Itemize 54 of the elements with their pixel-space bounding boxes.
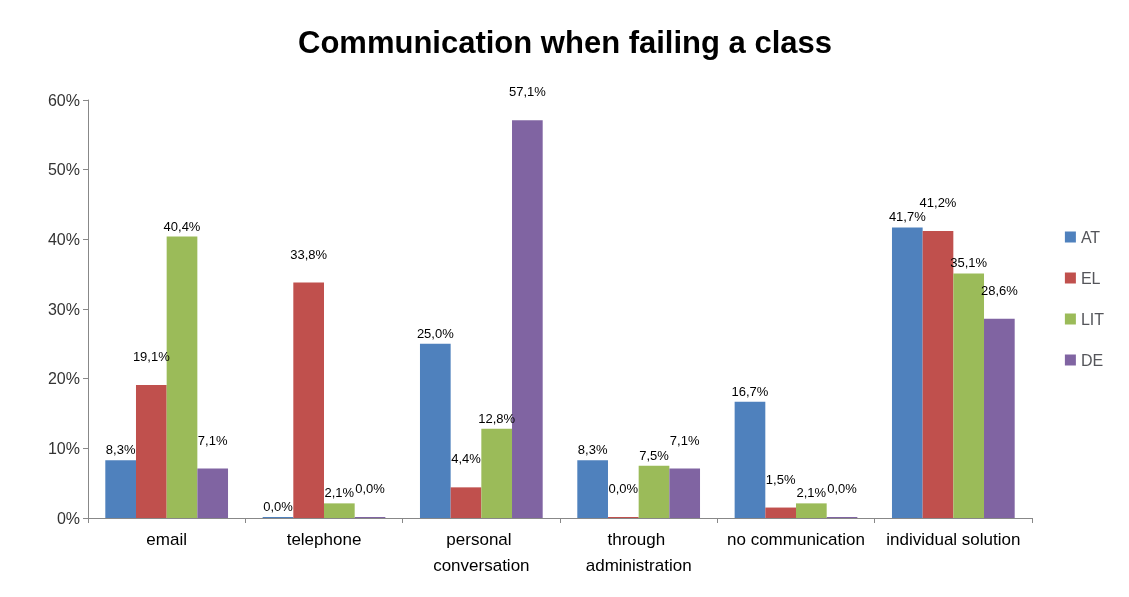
y-tick-label: 20% (47, 370, 80, 388)
data-label: 57,1% (508, 84, 547, 100)
data-label: 4,4% (451, 451, 482, 467)
bar (669, 468, 701, 518)
data-label: 0,0% (263, 499, 294, 514)
data-label: 33,8% (290, 246, 328, 262)
data-label: 7,1% (197, 432, 228, 448)
bar (796, 503, 827, 518)
data-label: 41,2% (919, 194, 957, 210)
bar (324, 503, 355, 518)
y-tick-label: 40% (47, 230, 80, 248)
y-tick-label: 10% (47, 439, 80, 457)
data-label: 2,1% (796, 485, 827, 501)
bar (638, 465, 670, 518)
bar (734, 401, 766, 518)
bar (450, 487, 482, 518)
bar (481, 428, 513, 518)
legend-label: DE (1080, 351, 1104, 369)
data-label: 41,7% (888, 209, 927, 225)
x-tick-label: telephone (286, 529, 362, 549)
bar (419, 343, 451, 518)
y-tick-label: 50% (47, 161, 80, 179)
data-label: 0,0% (827, 481, 858, 496)
x-tick-label: personal conversation (433, 529, 530, 575)
y-tick-label: 30% (47, 300, 80, 318)
bar (984, 318, 1015, 518)
bar (765, 507, 796, 518)
bar (197, 468, 229, 518)
data-label: 0,0% (608, 481, 639, 496)
data-label: 2,1% (324, 485, 355, 501)
data-label: 1,5% (765, 471, 796, 487)
data-label: 7,1% (669, 432, 700, 448)
data-label: 8,3% (105, 442, 136, 458)
data-label: 16,7% (731, 383, 769, 399)
bar (105, 460, 136, 518)
data-label: 7,5% (639, 447, 670, 463)
x-tick-label: individual solution (886, 529, 1021, 549)
data-label: 8,3% (577, 442, 608, 458)
y-tick-label: 0% (56, 509, 80, 527)
bar (135, 384, 167, 518)
bar (891, 227, 923, 518)
data-label: 40,4% (163, 218, 201, 234)
bar (293, 282, 324, 518)
bar (577, 460, 608, 518)
data-label: 0,0% (355, 481, 386, 496)
y-tick-label: 60% (47, 91, 80, 109)
x-tick-label: email (146, 529, 187, 549)
data-label: 25,0% (416, 325, 455, 341)
legend-label: LIT (1080, 310, 1105, 328)
legend-label: EL (1080, 269, 1101, 287)
legend-label: AT (1080, 228, 1101, 246)
chart-title: Communication when failing a class (298, 25, 832, 60)
x-tick-label: through administration (585, 529, 692, 575)
x-tick-label: no communication (727, 529, 865, 549)
